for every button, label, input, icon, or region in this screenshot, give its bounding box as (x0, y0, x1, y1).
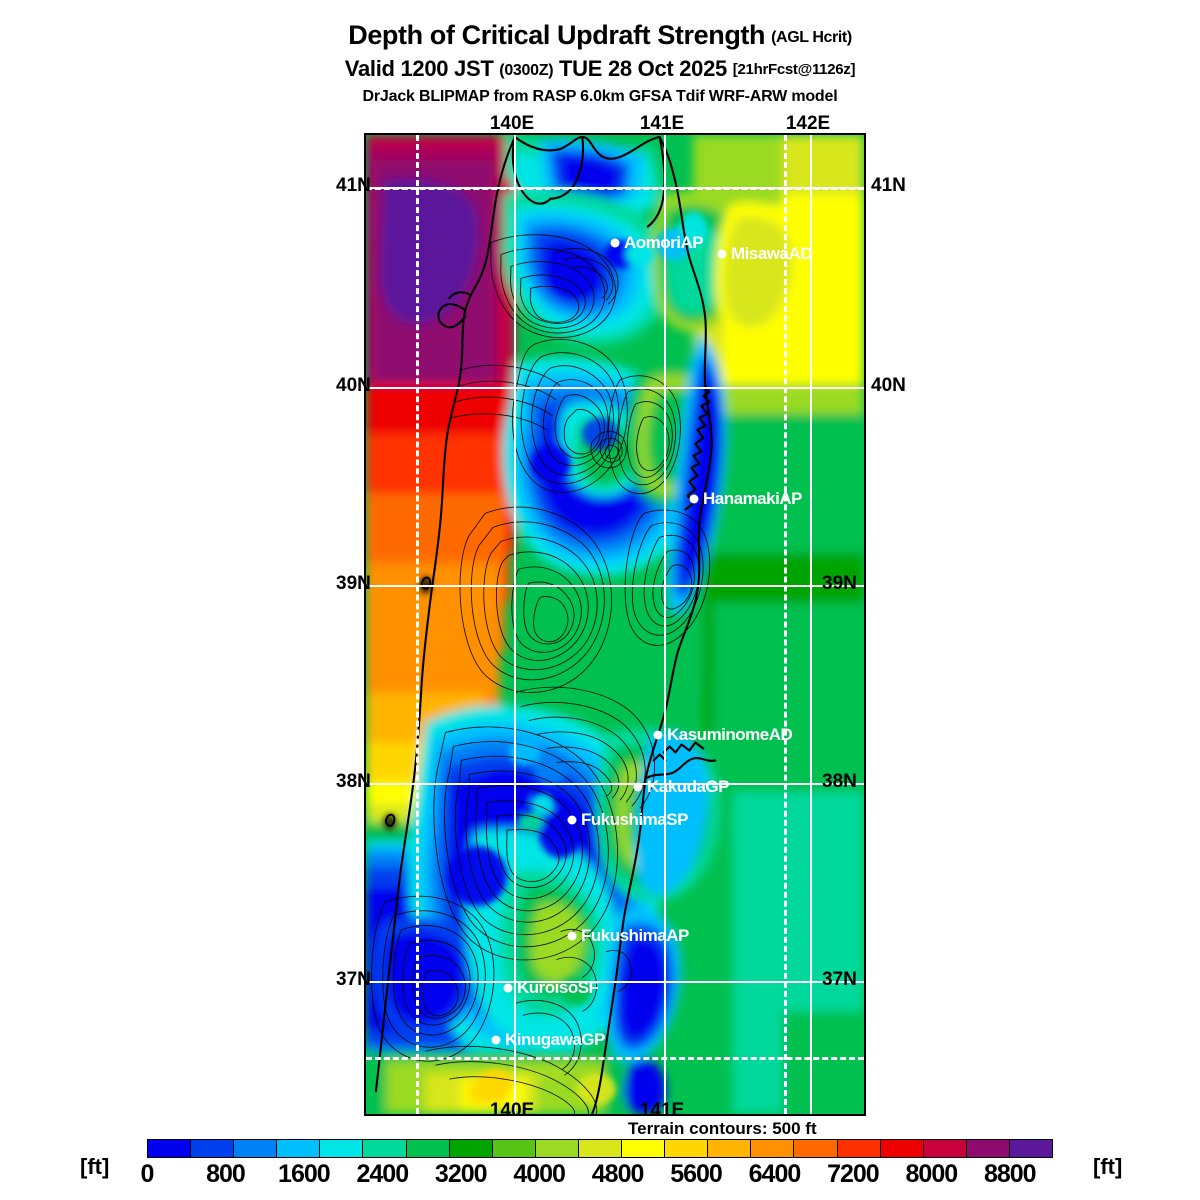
colorbar-tick-0: 0 (140, 1160, 155, 1188)
colorbar-swatch-1 (191, 1140, 235, 1157)
domain-box-bottom (366, 1057, 864, 1060)
colorbar-tick-8800: 8800 (983, 1160, 1037, 1188)
colorbar-swatch-12 (665, 1140, 709, 1157)
lat-label-right-41n: 41N (871, 175, 906, 196)
colorbar-tick-4000: 4000 (513, 1160, 566, 1188)
gridline-lon-140 (514, 135, 516, 1114)
colorbar-swatch-5 (363, 1140, 407, 1157)
title-suffix: (AGL Hcrit) (771, 29, 852, 46)
lat-label-right-37n: 37N (822, 969, 857, 990)
title-main: Depth of Critical Updraft Strength (348, 20, 766, 50)
colorbar-swatch-18 (923, 1140, 967, 1157)
gridline-lat-39 (366, 585, 864, 587)
colorbar-swatch-14 (751, 1140, 795, 1157)
lat-label-left-40n: 40N (336, 375, 371, 396)
colorbar-tick-7200: 7200 (827, 1160, 880, 1188)
domain-box-top (366, 187, 864, 190)
colorbar-tick-1600: 1600 (278, 1160, 331, 1188)
colorbar-tick-800: 800 (206, 1160, 246, 1188)
forecast-map[interactable]: AomoriAP MisawaAD HanamakiAP KasuminomeA… (364, 133, 866, 1116)
lon-label-top-141e: 141E (639, 113, 685, 134)
valid-date: TUE 28 Oct 2025 (559, 56, 727, 81)
valid-time-line: Valid 1200 JST (0300Z) TUE 28 Oct 2025 [… (0, 56, 1200, 82)
map-raster (366, 135, 864, 1114)
model-description: DrJack BLIPMAP from RASP 6.0km GFSA Tdif… (362, 88, 838, 105)
colorbar-unit-left: [ft] (80, 1154, 110, 1179)
forecast-tag: [21hrFcst@1126z] (732, 61, 856, 78)
colorbar-swatch-3 (277, 1140, 321, 1157)
lon-label-bottom-140e: 140E (489, 1100, 535, 1121)
colorbar-swatch-6 (406, 1140, 450, 1157)
lat-label-right-40n: 40N (871, 375, 906, 396)
colorbar-tick-2400: 2400 (356, 1160, 409, 1188)
colorbar-swatch-0 (148, 1140, 192, 1157)
colorbar-tick-8000: 8000 (905, 1160, 959, 1188)
lon-label-bottom-141e: 141E (639, 1100, 685, 1121)
gridline-lat-38 (366, 783, 864, 785)
colorbar-swatch-4 (320, 1140, 364, 1157)
valid-prefix: Valid 1200 JST (344, 56, 494, 81)
domain-box-left (416, 135, 419, 1114)
colorbar-tick-4800: 4800 (591, 1160, 645, 1188)
gridline-lon-141 (664, 135, 666, 1114)
colorbar[interactable] (147, 1139, 1053, 1158)
valid-utc: (0300Z) (499, 62, 554, 79)
lat-label-left-38n: 38N (336, 771, 371, 792)
header: Depth of Critical Updraft Strength (AGL H… (0, 0, 1200, 106)
lat-label-right-39n: 39N (822, 573, 857, 594)
colorbar-swatch-7 (449, 1140, 493, 1157)
colorbar-swatch-15 (794, 1140, 838, 1157)
colorbar-swatch-13 (708, 1140, 752, 1157)
colorbar-swatch-2 (234, 1140, 278, 1157)
colorbar-swatch-17 (880, 1140, 924, 1157)
gridline-lon-142 (810, 135, 812, 1114)
colorbar-tick-5600: 5600 (670, 1160, 723, 1188)
lon-label-top-142e: 142E (785, 113, 831, 134)
lat-label-left-39n: 39N (336, 573, 371, 594)
lat-label-left-37n: 37N (336, 969, 371, 990)
colorbar-swatch-11 (622, 1140, 666, 1157)
colorbar-tick-6400: 6400 (748, 1160, 802, 1188)
colorbar-swatch-19 (966, 1140, 1010, 1157)
colorbar-swatch-20 (1009, 1140, 1052, 1157)
colorbar-swatch-8 (492, 1140, 536, 1157)
lat-label-left-41n: 41N (336, 175, 371, 196)
colorbar-swatch-10 (578, 1140, 623, 1157)
colorbar-swatch-16 (837, 1140, 881, 1157)
lon-label-top-140e: 140E (489, 113, 535, 134)
colorbar-row: [ft] 0 800 1600 2400 3200 4000 4800 5600 6400 720… (0, 1136, 1200, 1196)
lat-label-right-38n: 38N (822, 771, 857, 792)
colorbar-unit-right: [ft] (1093, 1154, 1123, 1179)
page-title: Depth of Critical Updraft Strength (AGL H… (0, 20, 1200, 51)
colorbar-swatch-9 (535, 1140, 579, 1157)
colorbar-tick-3200: 3200 (434, 1160, 488, 1188)
gridline-lat-40 (366, 387, 864, 389)
gridline-lat-37 (366, 981, 864, 983)
domain-box-right (784, 135, 787, 1114)
terrain-contour-note: Terrain contours: 500 ft (628, 1119, 817, 1138)
